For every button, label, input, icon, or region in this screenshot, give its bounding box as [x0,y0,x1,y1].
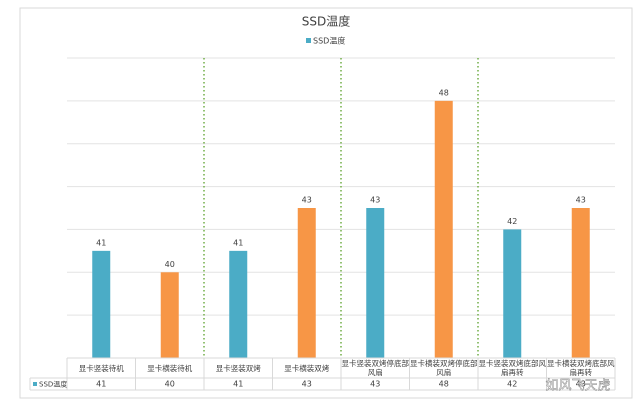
value-label: 43 [370,196,380,205]
chart-border [19,7,633,399]
bar [571,208,590,358]
category-cell: 显卡横装待机 [147,363,193,373]
bar [92,250,111,358]
watermark: 如风飞天虎 [545,378,610,394]
category-cell: 显卡横装双烤底部风扇再转 [547,359,615,377]
x-tick-label: 显卡竖装待机 [78,363,124,373]
category-cell: 显卡竖装双烤停底部风扇 [341,359,410,377]
bar [160,272,179,358]
x-tick-label: 显卡竖装双烤 [215,363,261,373]
value-label: 41 [96,238,106,247]
table-value: 42 [507,380,517,389]
table-value: 43 [370,380,380,389]
value-label: 40 [165,260,175,269]
table-value: 43 [302,380,312,389]
legend-label: SSD温度 [313,36,345,46]
x-tick-label: 显卡竖装双烤停底部风扇 [341,359,410,377]
table-value: 41 [233,380,243,389]
bar [366,208,385,358]
category-cell: 显卡横装双烤停底部风扇 [410,359,478,377]
value-label: 48 [439,88,449,97]
table-value: 43 [576,380,586,389]
category-cell: 显卡竖装双烤底部风扇再转 [478,359,547,377]
table-value: 41 [96,380,106,389]
x-tick-label: 显卡横装待机 [147,363,193,373]
value-label: 41 [233,238,243,247]
value-label: 43 [576,196,586,205]
x-tick-label: 显卡横装双烤停底部风扇 [410,359,478,377]
value-label: 42 [507,217,517,226]
bar [229,250,248,358]
x-tick-label: 显卡横装双烤底部风扇再转 [547,359,615,377]
value-label: 43 [302,196,312,205]
category-cell: 显卡横装双烤 [284,363,330,373]
table-series-name: SSD温度 [39,380,67,389]
bar [434,100,453,358]
legend-swatch [306,38,311,43]
table-value: 40 [165,380,175,389]
table-value: 48 [439,380,449,389]
x-tick-label: 显卡横装双烤 [284,363,330,373]
bar [297,208,316,358]
chart-title: SSD温度 [302,14,350,29]
category-cell: 显卡竖装双烤 [215,363,261,373]
bar [503,229,522,358]
table-legend-swatch [33,382,37,386]
category-cell: 显卡竖装待机 [78,363,124,373]
x-tick-label: 显卡竖装双烤底部风扇再转 [478,359,547,377]
